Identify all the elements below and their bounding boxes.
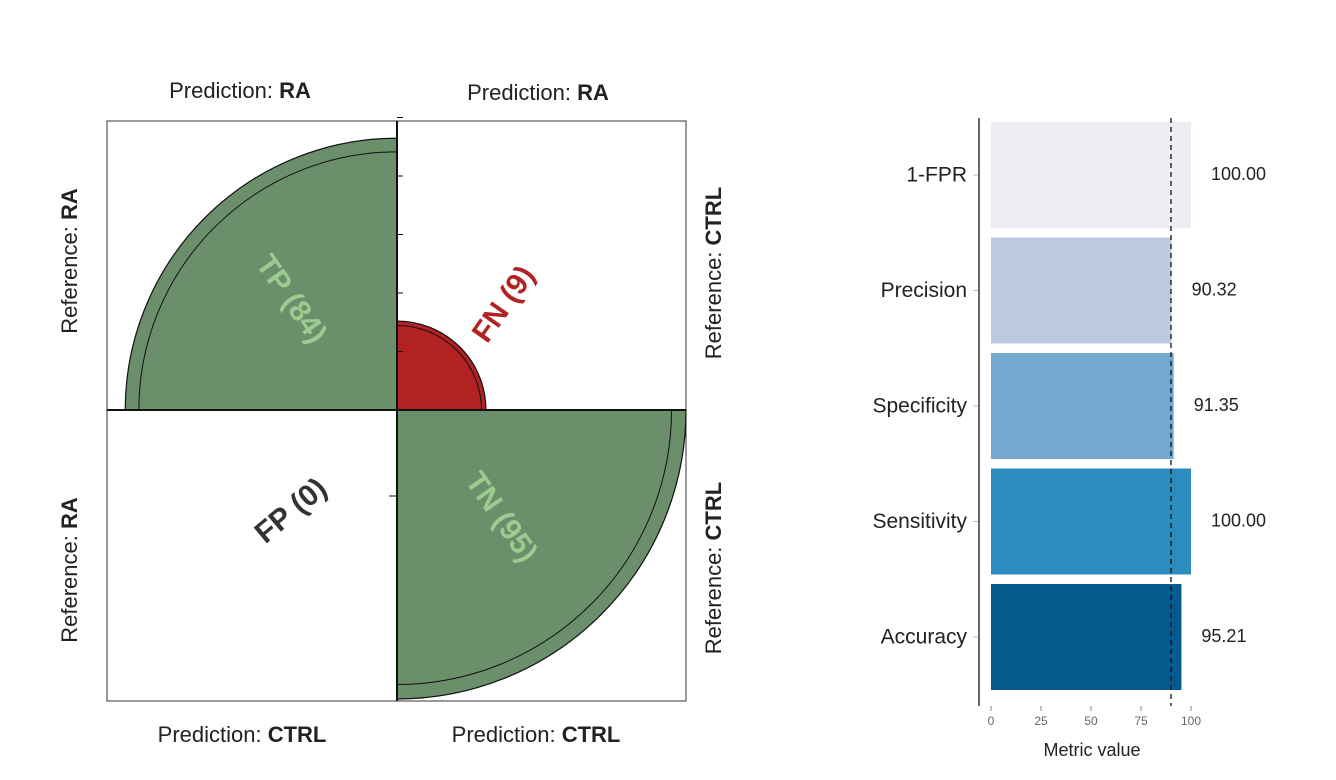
top-label-right: Prediction: RA — [467, 80, 609, 105]
top-label-left: Prediction: RA — [169, 78, 311, 103]
confidence-ring-top-right — [396, 324, 483, 411]
cell-label-top-right: FN (9) — [466, 260, 542, 349]
value-label-sensitivity: 100.00 — [1211, 510, 1266, 530]
x-axis-label: Metric value — [1043, 740, 1140, 760]
bottom-label-right: Prediction: CTRL — [451, 722, 621, 747]
confidence-ring-top-left — [138, 151, 398, 411]
bar-accuracy — [991, 584, 1182, 690]
bottom-label-left: Prediction: CTRL — [157, 722, 327, 747]
bar-chart-canvas: 1-FPR 100.00 Precision 90.32 Specificity 91.3… — [872, 118, 1266, 760]
category-label-accuracy: Accuracy — [881, 626, 968, 649]
x-tick-label: 75 — [1134, 714, 1148, 728]
x-tick-label: 50 — [1084, 714, 1098, 728]
x-tick-label: 100 — [1181, 714, 1201, 728]
cell-label-bottom-left: FP (0) — [249, 472, 334, 551]
x-tick-label: 0 — [988, 714, 995, 728]
bar-specificity — [991, 353, 1174, 459]
x-tick-label: 25 — [1034, 714, 1048, 728]
category-label-specificity: Specificity — [872, 395, 967, 418]
value-label-1-fpr: 100.00 — [1211, 164, 1266, 184]
bar-1-fpr — [991, 122, 1191, 228]
fourfold-canvas: TP (84) FN (9)FP (0) TN (95) — [106, 117, 687, 702]
bar-precision — [991, 237, 1172, 344]
confidence-ring-bottom-right — [396, 409, 673, 686]
sector-top-right — [396, 320, 487, 411]
sector-top-left — [124, 137, 398, 411]
category-label-1-fpr: 1-FPR — [906, 164, 967, 187]
value-label-precision: 90.32 — [1192, 279, 1237, 299]
category-label-sensitivity: Sensitivity — [872, 510, 967, 533]
value-label-accuracy: 95.21 — [1201, 626, 1246, 646]
bar-sensitivity — [991, 468, 1191, 575]
value-label-specificity: 91.35 — [1194, 395, 1239, 415]
sector-bottom-right — [396, 409, 687, 700]
metric-bar-chart: 1-FPR 100.00 Precision 90.32 Specificity 91.3… — [800, 0, 1336, 780]
category-label-precision: Precision — [881, 279, 967, 302]
fourfold-plot: Prediction: RA Prediction: RA Prediction… — [57, 78, 726, 747]
